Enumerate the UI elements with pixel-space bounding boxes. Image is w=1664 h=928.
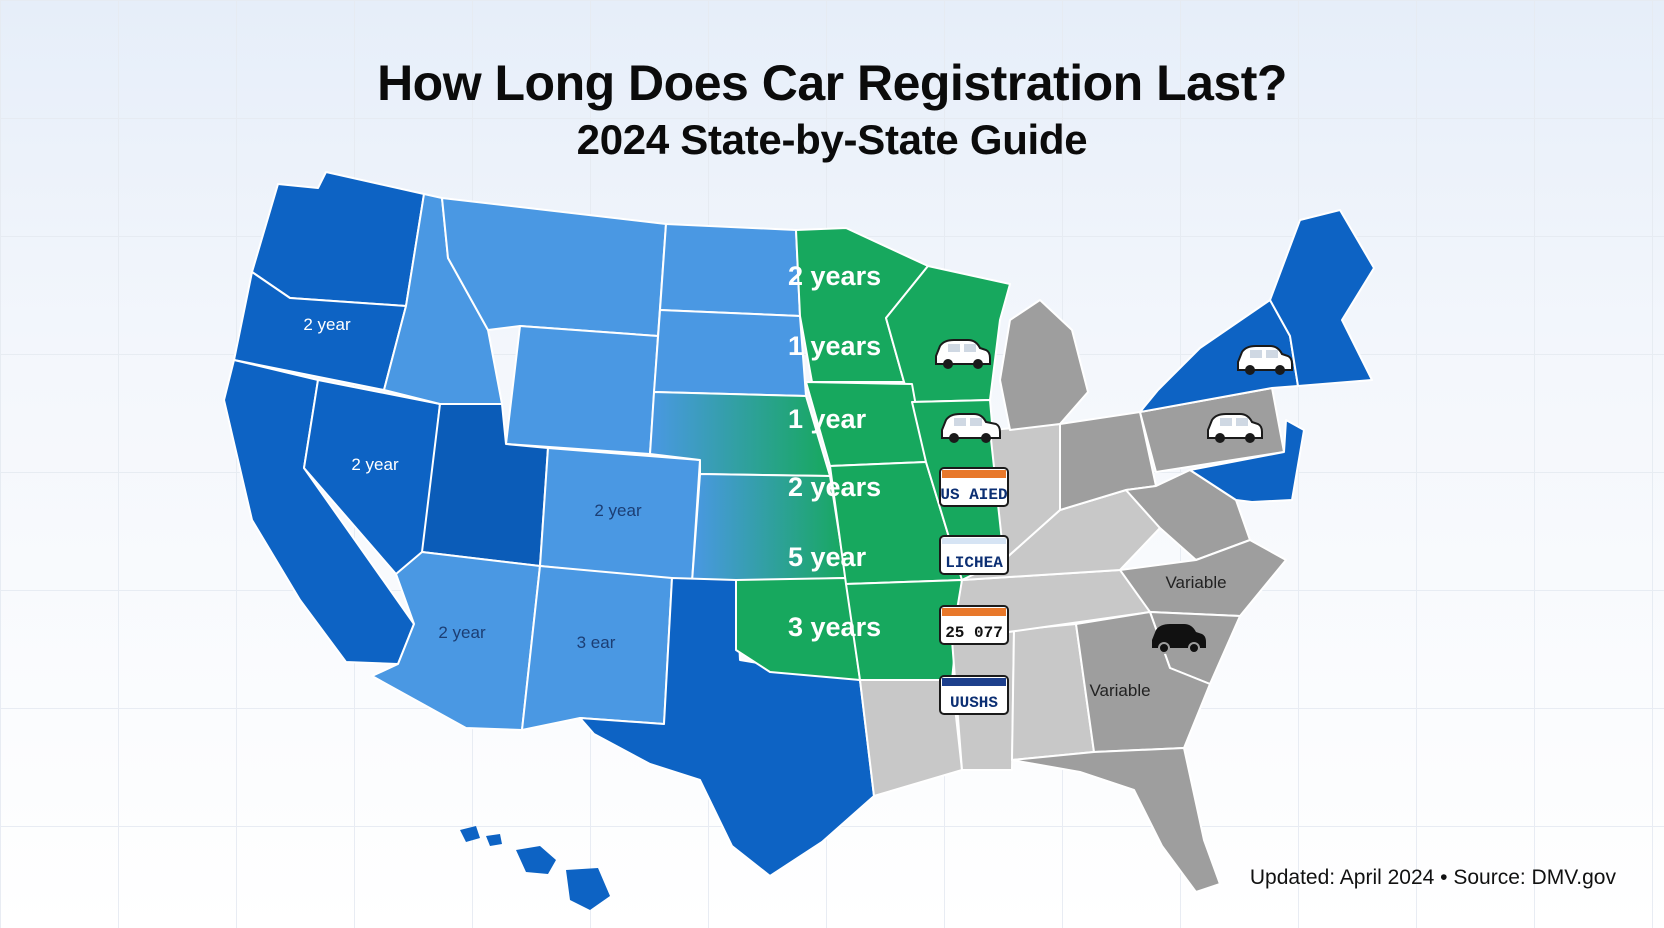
state-hawaii[interactable] (516, 846, 610, 910)
page-title: How Long Does Car Registration Last? (377, 55, 1287, 111)
state-florida[interactable] (1011, 747, 1221, 893)
license-plate-icon: US AIED (939, 467, 1009, 507)
central-label-5: 5 year (788, 542, 867, 572)
state-mid-atlantic[interactable] (1189, 419, 1305, 503)
plate-text-3: 25 077 (945, 624, 1003, 642)
state-oklahoma[interactable] (735, 577, 861, 681)
label-arizona: 2 year (438, 623, 486, 642)
hawaii-island-small (460, 826, 502, 846)
central-label-6: 3 years (788, 612, 881, 642)
central-label-4: 2 years (788, 472, 881, 502)
label-new-mexico: 3 ear (577, 633, 616, 652)
state-wyoming[interactable] (505, 325, 659, 455)
car-icon (1237, 345, 1293, 375)
page-subtitle: 2024 State-by-State Guide (576, 116, 1088, 163)
central-label-3: 1 year (788, 404, 867, 434)
label-oregon: 2 year (303, 315, 351, 334)
state-south-dakota[interactable] (653, 309, 807, 397)
label-colorado: 2 year (594, 501, 642, 520)
state-new-england[interactable] (1269, 209, 1375, 387)
license-plate-icon: LICHEA (939, 535, 1009, 575)
state-north-dakota[interactable] (659, 223, 801, 317)
central-label-1: 2 years (788, 261, 881, 291)
state-washington[interactable] (251, 171, 425, 307)
state-virginia[interactable] (1125, 469, 1251, 561)
license-plate-icon: 25 077 (939, 605, 1009, 645)
car-icon (941, 413, 1001, 443)
car-icon (935, 339, 991, 369)
central-label-2: 1 years (788, 331, 881, 361)
car-icon (1152, 624, 1206, 654)
footer-source: Updated: April 2024 • Source: DMV.gov (1249, 866, 1616, 889)
state-michigan[interactable] (999, 299, 1089, 431)
car-icon (1207, 413, 1263, 443)
label-nevada: 2 year (351, 455, 399, 474)
state-arizona[interactable] (371, 551, 541, 731)
plate-text-2: LICHEA (945, 554, 1003, 572)
plate-text-1: US AIED (940, 486, 1007, 504)
plate-text-4: UUSHS (950, 694, 998, 712)
label-southeast-south: Variable (1089, 681, 1150, 700)
label-southeast-north: Variable (1165, 573, 1226, 592)
license-plate-icon: UUSHS (939, 675, 1009, 715)
